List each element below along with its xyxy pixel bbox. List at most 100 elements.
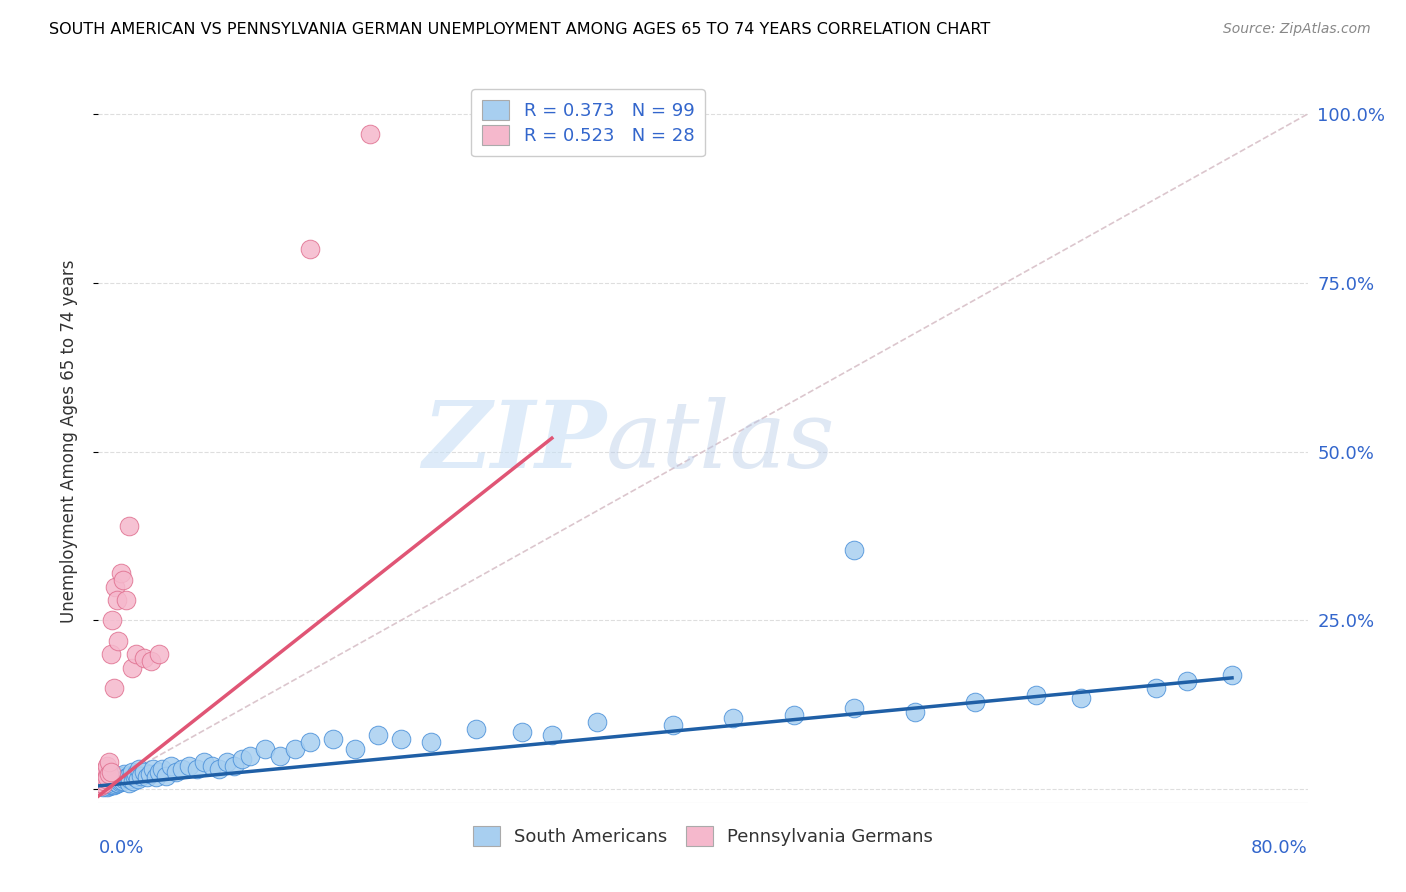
Point (91, 777, 114, 791)
Point (586, 714, 609, 729)
Point (112, 772, 135, 787)
Point (1024, 688, 1046, 702)
Point (1070, 691, 1092, 706)
Y-axis label: Unemployment Among Ages 65 to 74 years: Unemployment Among Ages 65 to 74 years (59, 260, 77, 624)
Point (89, 779, 111, 793)
Point (89, 779, 111, 793)
Point (100, 778, 122, 792)
Point (111, 573, 134, 587)
Point (110, 566, 132, 581)
Point (127, 772, 149, 787)
Point (299, 242, 322, 256)
Point (160, 758, 183, 772)
Point (111, 769, 134, 783)
Point (91, 772, 114, 787)
Point (904, 705, 927, 719)
Point (110, 774, 132, 789)
Point (465, 722, 488, 736)
Point (170, 762, 193, 776)
Point (100, 765, 122, 780)
Point (540, 728, 562, 742)
Point (145, 770, 167, 784)
Point (148, 765, 170, 780)
Point (103, 681, 125, 695)
Text: atlas: atlas (606, 397, 835, 486)
Point (107, 633, 129, 648)
Point (93, 778, 115, 792)
Point (93, 765, 115, 780)
Text: SOUTH AMERICAN VS PENNSYLVANIA GERMAN UNEMPLOYMENT AMONG AGES 65 TO 74 YEARS COR: SOUTH AMERICAN VS PENNSYLVANIA GERMAN UN… (49, 22, 990, 37)
Point (239, 748, 262, 763)
Point (101, 778, 124, 792)
Point (1144, 681, 1167, 695)
Point (90, 774, 112, 789)
Point (193, 756, 215, 770)
Point (93, 774, 115, 789)
Point (94, 775, 117, 789)
Point (96, 780, 118, 794)
Point (723, 711, 745, 725)
Point (141, 654, 163, 668)
Point (114, 593, 136, 607)
Point (96, 770, 118, 784)
Point (118, 769, 141, 783)
Point (94, 772, 117, 787)
Point (389, 731, 412, 746)
Point (155, 769, 177, 783)
Point (783, 708, 806, 723)
Point (132, 650, 155, 665)
Point (101, 614, 124, 628)
Point (132, 765, 155, 780)
Text: 80.0%: 80.0% (1251, 838, 1308, 857)
Point (98, 767, 121, 781)
Point (201, 758, 224, 772)
Point (420, 735, 443, 749)
Point (114, 772, 136, 786)
Point (104, 772, 127, 787)
Point (135, 770, 157, 784)
Point (101, 769, 124, 783)
Point (98, 756, 121, 770)
Point (107, 771, 129, 785)
Point (179, 758, 201, 772)
Point (1175, 674, 1198, 689)
Point (148, 647, 170, 661)
Point (118, 775, 141, 789)
Point (105, 593, 128, 607)
Point (100, 774, 122, 789)
Point (139, 767, 162, 781)
Point (661, 718, 683, 732)
Point (284, 741, 307, 756)
Point (108, 770, 131, 784)
Point (120, 772, 142, 787)
Point (115, 770, 138, 784)
Point (142, 762, 165, 776)
Point (94, 779, 117, 793)
Point (269, 748, 291, 763)
Point (98, 775, 121, 789)
Point (1220, 667, 1243, 681)
Point (150, 762, 173, 776)
Point (107, 775, 129, 789)
Point (90, 777, 112, 791)
Point (128, 762, 150, 776)
Point (96, 758, 118, 772)
Point (98, 772, 121, 786)
Point (322, 731, 344, 746)
Text: ZIP: ZIP (422, 397, 606, 486)
Text: 0.0%: 0.0% (98, 838, 143, 857)
Legend: South Americans, Pennsylvania Germans: South Americans, Pennsylvania Germans (464, 817, 942, 855)
Point (96, 776, 118, 790)
Point (90, 775, 112, 789)
Point (121, 661, 143, 675)
Point (104, 777, 127, 791)
Point (129, 769, 152, 783)
Point (105, 776, 128, 790)
Point (108, 775, 131, 789)
Point (100, 770, 122, 784)
Point (105, 772, 128, 786)
Point (93, 770, 115, 784)
Point (93, 774, 115, 789)
Point (96, 769, 118, 783)
Point (124, 770, 146, 784)
